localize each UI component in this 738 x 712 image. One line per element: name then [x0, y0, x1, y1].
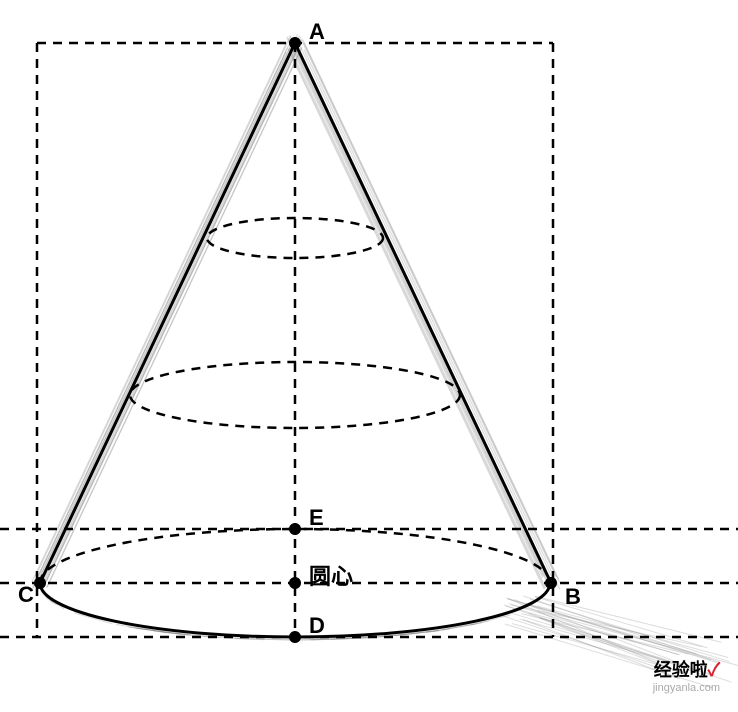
watermark-url: jingyanla.com [653, 682, 720, 694]
watermark: 经验啦✓ jingyanla.com [653, 656, 720, 694]
label-E: E [309, 505, 324, 531]
dashed-lines [0, 43, 738, 637]
watermark-title: 经验啦 [654, 660, 708, 680]
pencil-shading [31, 34, 738, 687]
label-C: C [18, 582, 34, 608]
watermark-check-icon: ✓ [708, 660, 720, 680]
cone-diagram [0, 0, 738, 712]
label-B: B [565, 584, 581, 610]
label-A: A [309, 19, 325, 45]
label-D: D [309, 613, 325, 639]
label-center: 圆心 [309, 559, 353, 591]
